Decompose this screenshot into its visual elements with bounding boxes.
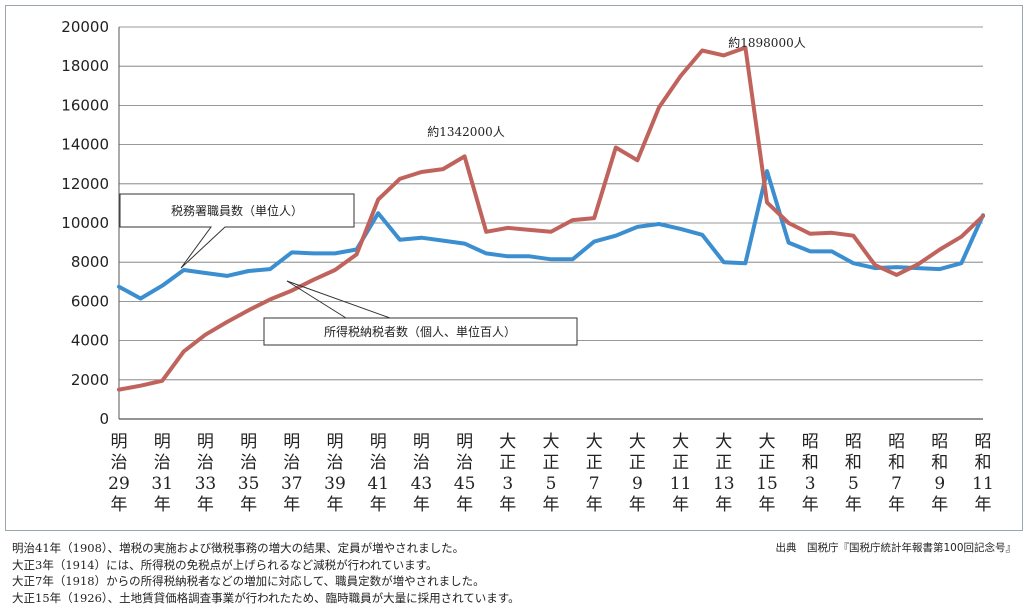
y-tick-label: 20000	[61, 18, 109, 36]
x-tick-label: 明治 33 年	[195, 432, 217, 515]
x-tick-label: 明治 37 年	[281, 432, 303, 515]
callouts: 税務署職員数（単位人） 所得税納税者数（個人、単位百人）	[119, 193, 578, 346]
footnote-line: 大正3年（1914）には、所得税の免税点が上げられるなど減税が行われています。	[12, 557, 438, 572]
source-credit: 出典 国税庁『国税庁統計年報書第100回記念号』	[775, 542, 1016, 554]
x-tick-label: 昭和 5 年	[845, 432, 862, 515]
x-tick-label: 明治 31 年	[151, 432, 173, 515]
taxpayers-callout-label: 所得税納税者数（個人、単位百人）	[324, 324, 516, 339]
x-tick-label: 大正 7 年	[586, 432, 603, 515]
x-tick-label: 大正 13 年	[713, 432, 735, 515]
x-tick-label: 大正 5 年	[543, 432, 560, 515]
taxpayers-callout-pointer	[286, 280, 391, 319]
x-tick-label: 昭和 9 年	[931, 432, 948, 515]
y-tick-label: 8000	[71, 253, 109, 271]
annotation-peak-1912: 約1342000人	[427, 124, 504, 139]
y-tick-label: 18000	[61, 57, 109, 75]
line-chart: 0 2000 4000 6000 8000 10000 12000 14000 16000 180…	[61, 18, 994, 515]
annotation-peak-1925: 約1898000人	[728, 35, 805, 50]
x-tick-label: 大正 11 年	[670, 432, 692, 515]
series-lines	[117, 45, 985, 392]
x-tick-label: 昭和 3 年	[802, 432, 819, 515]
y-tick-label: 12000	[61, 175, 109, 193]
x-tick-label: 大正 15 年	[756, 432, 778, 515]
y-tick-label: 0	[99, 410, 109, 428]
y-tick-label: 2000	[71, 371, 109, 389]
x-tick-label: 明治 35 年	[238, 432, 260, 515]
y-tick-label: 4000	[71, 332, 109, 350]
footnotes: 明治41年（1908）、増税の実施および徴税事務の増大の結果、定員が増やされまし…	[12, 540, 732, 606]
x-tick-label: 明治 29 年	[108, 432, 130, 515]
x-axis-ticks: 明治 29 年明治 31 年明治 33 年明治 35 年明治 37 年明治 39 年明治 41 年明治 43 年…	[108, 432, 994, 515]
footnote-line: 明治41年（1908）、増税の実施および徴税事務の増大の結果、定員が増やされまし…	[12, 541, 465, 555]
x-tick-label: 明治 41 年	[367, 432, 389, 515]
footnote-line: 大正7年（1918）からの所得税納税者などの増加に対応して、職員定数が増やされま…	[12, 574, 485, 588]
x-tick-label: 大正 3 年	[499, 432, 516, 515]
y-tick-label: 16000	[61, 96, 109, 114]
y-tick-label: 6000	[71, 292, 109, 310]
taxpayers-callout-box	[263, 317, 578, 346]
taxpayers-callout-pointer	[286, 280, 347, 319]
staff-callout-label: 税務署職員数（単位人）	[171, 203, 303, 218]
x-tick-label: 明治 43 年	[411, 432, 433, 515]
y-tick-label: 10000	[61, 214, 109, 232]
x-tick-label: 明治 45 年	[454, 432, 476, 515]
annotations: 約1342000人 約1898000人	[427, 35, 805, 139]
y-tick-label: 14000	[61, 136, 109, 154]
x-tick-label: 明治 39 年	[324, 432, 346, 515]
chart-frame: 0 2000 4000 6000 8000 10000 12000 14000 16000 180…	[5, 5, 1023, 531]
x-tick-label: 昭和 11 年	[972, 432, 994, 515]
series-line-staff	[117, 169, 985, 301]
x-tick-label: 大正 9 年	[629, 432, 646, 515]
x-tick-label: 昭和 7 年	[888, 432, 905, 515]
y-axis-ticks: 0 2000 4000 6000 8000 10000 12000 14000 16000 180…	[61, 18, 109, 428]
footnote-line: 大正15年（1926）、土地賃貸価格調査事業が行われたため、臨時職員が大量に採用…	[12, 590, 520, 605]
series-line-taxpayers	[117, 45, 985, 392]
staff-callout-box	[119, 193, 355, 269]
